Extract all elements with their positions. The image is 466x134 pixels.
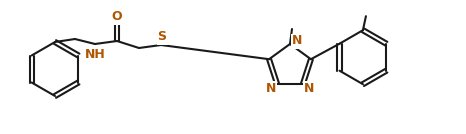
Text: N: N (292, 34, 302, 47)
Text: S: S (158, 31, 166, 44)
Text: O: O (112, 10, 122, 23)
Text: NH: NH (85, 47, 105, 60)
Text: N: N (304, 82, 314, 95)
Text: N: N (266, 82, 276, 95)
